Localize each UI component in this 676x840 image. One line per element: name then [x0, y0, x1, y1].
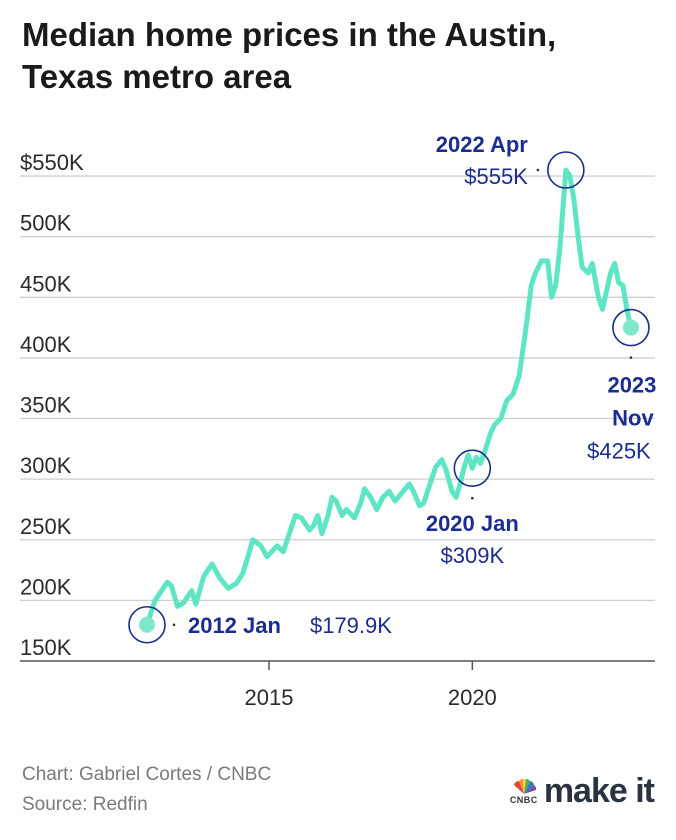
make-it-logo: CNBC make it [509, 772, 655, 811]
line-chart: 150K 200K 250K 300K 350K 400K 450K 500K $550K 20… [20, 132, 656, 710]
leader-dot [629, 356, 633, 359]
annotation-value: $425K [587, 439, 651, 464]
point-marker [138, 616, 155, 633]
title-line-2: Texas metro area [22, 58, 292, 95]
chart-credit: Chart: Gabriel Cortes / CNBC [22, 764, 272, 785]
series-line [144, 167, 634, 628]
make-it-wordmark: make it [543, 772, 655, 810]
annotation-label: 2012 Jan [188, 613, 281, 638]
annotation-label: Nov [612, 406, 654, 431]
y-tick-label: 400K [20, 332, 72, 357]
cnbc-logo-mark: CNBC [509, 778, 538, 805]
x-tick-label: 2015 [245, 685, 294, 710]
y-tick-label: 200K [20, 574, 72, 599]
annotations: 2012 Jan $179.9K 2020 Jan $309K 2022 Apr $555… [128, 132, 656, 644]
point-marker [622, 319, 639, 336]
chart-footer: Chart: Gabriel Cortes / CNBC Source: Red… [22, 760, 271, 820]
x-tick-label: 2020 [448, 685, 497, 710]
y-tick-label: 250K [20, 514, 72, 539]
nbc-peacock-icon [513, 778, 536, 794]
y-axis-tick-labels: 150K 200K 250K 300K 350K 400K 450K 500K $550K [20, 150, 84, 660]
annotation-circle [612, 308, 650, 347]
leader-dot [536, 168, 540, 172]
series-group [144, 167, 634, 628]
y-tick-label: $550K [20, 150, 84, 175]
y-tick-label: 500K [20, 211, 72, 236]
chart-source: Source: Redfin [22, 794, 148, 815]
y-tick-label: 150K [20, 635, 72, 660]
x-axis: 2015 2020 [20, 660, 655, 710]
y-tick-label: 350K [20, 393, 72, 418]
chart-title: Median home prices in the Austin, Texas … [22, 14, 662, 98]
annotation-circle [128, 605, 166, 644]
annotation-label: 2023 [607, 373, 656, 398]
y-tick-label: 300K [20, 453, 72, 478]
annotation-circle [453, 449, 492, 488]
annotation-value: $179.9K [310, 613, 392, 638]
cnbc-wordmark: CNBC [509, 794, 538, 805]
annotation-circle [547, 151, 585, 189]
y-tick-label: 450K [20, 271, 72, 296]
annotation-label: 2022 Apr [436, 132, 529, 157]
annotation-value: $555K [464, 164, 528, 189]
annotation-value: $309K [441, 543, 505, 568]
title-line-1: Median home prices in the Austin, [22, 16, 557, 53]
leader-dot [172, 623, 176, 627]
annotation-label: 2020 Jan [426, 511, 519, 536]
leader-dot [471, 496, 474, 500]
